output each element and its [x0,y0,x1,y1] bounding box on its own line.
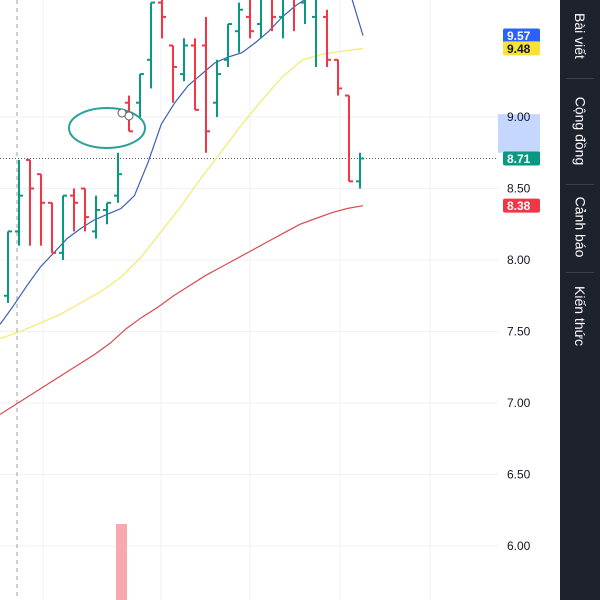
ohlc-bar [246,0,254,39]
ohlc-bar [180,38,188,82]
ohlc-bar [103,201,111,225]
ohlc-bar [334,58,342,96]
tab-divider [566,78,594,79]
annotation-drawing[interactable] [68,107,146,149]
tab-divider [566,272,594,273]
ohlc-bar [169,44,177,103]
price-axis[interactable]: 9.00 8.50 8.00 7.50 7.00 6.50 6.00 [507,110,531,553]
grid [0,0,498,600]
price-chart[interactable]: 9.00 8.50 8.00 7.50 7.00 6.50 6.00 9.579.48 8.7… [0,0,560,600]
tab-cong-dong[interactable]: Cộng đồng [560,82,600,180]
ohlc-bar [271,0,276,32]
ohlc-bar [345,94,353,183]
ohlc-bar [293,0,295,32]
ohlc-bar [92,195,100,239]
ma-mid-line [0,47,364,340]
ohlc-bar [114,152,122,203]
ohlc-bar [70,188,78,232]
ohlc-bar [235,2,243,53]
ohlc-bar [301,0,306,25]
price-tag-label: 9.48 [507,42,531,56]
ohlc-bar [257,0,262,39]
ohlc-bar [158,0,166,39]
ohlc-bar [59,194,67,260]
ohlc-bar [136,73,144,117]
ohlc-bar [213,59,221,117]
price-tag-box [503,41,540,56]
ohlc-bar [312,0,317,67]
ohlc-bar [81,187,89,232]
y-tick-label: 9.00 [507,110,531,124]
tab-canh-bao-label: Cảnh báo [572,196,588,258]
ohlc-bar [26,158,34,246]
ma-slow-line [0,205,364,415]
price-tag-label: 9.57 [507,29,531,43]
ohlc-bar [191,38,199,111]
price-tag: 9.57 [503,28,540,43]
ohlc-bar [202,16,210,153]
y-tick-label: 8.50 [507,182,531,196]
price-tag-box [503,151,540,166]
tab-bai-viet[interactable]: Bài viết [560,0,600,72]
annotation-handle[interactable] [124,111,134,121]
ohlc-bar [37,173,45,246]
volume-bar [116,524,127,600]
ohlc-bar [279,0,284,39]
moving-averages [0,0,364,415]
tab-divider [566,184,594,185]
y-tick-label: 6.50 [507,468,531,482]
price-tag: 9.48 [503,41,540,56]
price-tag-label: 8.38 [507,199,531,213]
ohlc-bar [323,9,331,67]
ma-fast-line [0,0,364,325]
tab-kien-thuc[interactable]: Kiến thức [560,274,600,358]
y-tick-label: 7.50 [507,325,531,339]
ohlc-bar [356,152,364,189]
tab-canh-bao[interactable]: Cảnh báo [560,186,600,268]
y-tick-label: 7.00 [507,396,531,410]
ohlc-bar [147,1,155,89]
ohlc-bar [48,201,56,254]
y-tick-label: 6.00 [507,539,531,553]
price-tag-box [503,198,540,213]
price-tag: 8.71 [503,151,540,166]
y-tick-label: 8.00 [507,253,531,267]
ohlc-bars [4,0,364,303]
price-tag: 8.38 [503,198,540,213]
tab-cong-dong-label: Cộng đồng [572,96,589,166]
price-range-highlight [498,114,540,153]
ohlc-bar [15,159,23,246]
tab-kien-thuc-label: Kiến thức [572,286,588,346]
ohlc-bar [4,230,12,303]
price-tag-label: 8.71 [507,152,531,166]
annotation-ellipse[interactable] [68,107,146,149]
ohlc-bar [224,23,232,67]
price-tags: 9.579.48 8.71 8.38 [503,28,540,213]
price-tag-box [503,28,540,43]
tab-bai-viet-label: Bài viết [572,13,589,59]
right-sidebar: Bài viết Cộng đồng Cảnh báo Kiến thức [560,0,600,600]
